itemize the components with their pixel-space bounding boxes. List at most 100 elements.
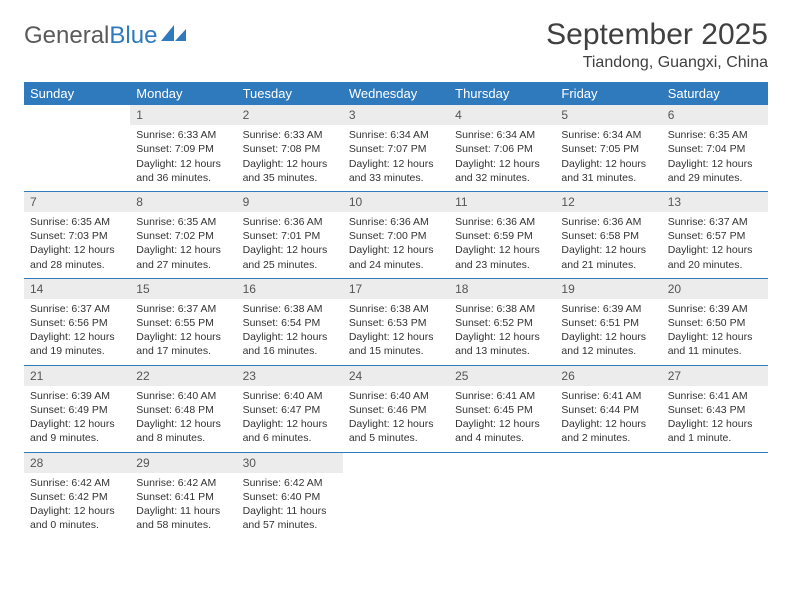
daylight-text: and 23 minutes.	[455, 258, 549, 272]
day-body: Sunrise: 6:38 AMSunset: 6:52 PMDaylight:…	[449, 299, 555, 365]
sunrise-text: Sunrise: 6:39 AM	[561, 302, 655, 316]
daylight-text: Daylight: 12 hours	[455, 243, 549, 257]
weeks-container: 1Sunrise: 6:33 AMSunset: 7:09 PMDaylight…	[24, 105, 768, 538]
calendar-day: 26Sunrise: 6:41 AMSunset: 6:44 PMDayligh…	[555, 366, 661, 452]
sunrise-text: Sunrise: 6:41 AM	[561, 389, 655, 403]
calendar-day: 23Sunrise: 6:40 AMSunset: 6:47 PMDayligh…	[237, 366, 343, 452]
daylight-text: Daylight: 12 hours	[30, 243, 124, 257]
weekday-label: Sunday	[24, 82, 130, 105]
daylight-text: Daylight: 12 hours	[136, 330, 230, 344]
calendar-day: 16Sunrise: 6:38 AMSunset: 6:54 PMDayligh…	[237, 279, 343, 365]
sunset-text: Sunset: 7:01 PM	[243, 229, 337, 243]
weekday-label: Wednesday	[343, 82, 449, 105]
sunrise-text: Sunrise: 6:36 AM	[243, 215, 337, 229]
calendar-day: 8Sunrise: 6:35 AMSunset: 7:02 PMDaylight…	[130, 192, 236, 278]
daylight-text: and 16 minutes.	[243, 344, 337, 358]
day-number: 3	[343, 105, 449, 125]
sunset-text: Sunset: 6:45 PM	[455, 403, 549, 417]
day-body: Sunrise: 6:35 AMSunset: 7:02 PMDaylight:…	[130, 212, 236, 278]
daylight-text: and 4 minutes.	[455, 431, 549, 445]
daylight-text: Daylight: 12 hours	[561, 157, 655, 171]
calendar-day: 19Sunrise: 6:39 AMSunset: 6:51 PMDayligh…	[555, 279, 661, 365]
sunset-text: Sunset: 6:53 PM	[349, 316, 443, 330]
daylight-text: Daylight: 12 hours	[243, 330, 337, 344]
calendar-day: 7Sunrise: 6:35 AMSunset: 7:03 PMDaylight…	[24, 192, 130, 278]
day-number: 8	[130, 192, 236, 212]
daylight-text: and 29 minutes.	[668, 171, 762, 185]
day-number: 10	[343, 192, 449, 212]
calendar: Sunday Monday Tuesday Wednesday Thursday…	[24, 82, 768, 538]
day-body: Sunrise: 6:34 AMSunset: 7:06 PMDaylight:…	[449, 125, 555, 191]
day-body: Sunrise: 6:34 AMSunset: 7:07 PMDaylight:…	[343, 125, 449, 191]
calendar-day: 10Sunrise: 6:36 AMSunset: 7:00 PMDayligh…	[343, 192, 449, 278]
day-number: 6	[662, 105, 768, 125]
daylight-text: and 12 minutes.	[561, 344, 655, 358]
calendar-day: 18Sunrise: 6:38 AMSunset: 6:52 PMDayligh…	[449, 279, 555, 365]
calendar-day: 21Sunrise: 6:39 AMSunset: 6:49 PMDayligh…	[24, 366, 130, 452]
sunrise-text: Sunrise: 6:40 AM	[243, 389, 337, 403]
daylight-text: and 2 minutes.	[561, 431, 655, 445]
weekday-label: Tuesday	[237, 82, 343, 105]
day-body: Sunrise: 6:39 AMSunset: 6:49 PMDaylight:…	[24, 386, 130, 452]
daylight-text: and 9 minutes.	[30, 431, 124, 445]
calendar-day: 3Sunrise: 6:34 AMSunset: 7:07 PMDaylight…	[343, 105, 449, 191]
day-number: 21	[24, 366, 130, 386]
day-number: 2	[237, 105, 343, 125]
weekday-label: Saturday	[662, 82, 768, 105]
daylight-text: Daylight: 12 hours	[561, 417, 655, 431]
sunrise-text: Sunrise: 6:37 AM	[668, 215, 762, 229]
day-number: 29	[130, 453, 236, 473]
daylight-text: Daylight: 12 hours	[668, 243, 762, 257]
daylight-text: and 11 minutes.	[668, 344, 762, 358]
logo: GeneralBlue	[24, 18, 187, 50]
calendar-day: 27Sunrise: 6:41 AMSunset: 6:43 PMDayligh…	[662, 366, 768, 452]
week-row: 14Sunrise: 6:37 AMSunset: 6:56 PMDayligh…	[24, 279, 768, 366]
calendar-day: 2Sunrise: 6:33 AMSunset: 7:08 PMDaylight…	[237, 105, 343, 191]
daylight-text: and 28 minutes.	[30, 258, 124, 272]
day-body: Sunrise: 6:40 AMSunset: 6:48 PMDaylight:…	[130, 386, 236, 452]
calendar-day	[555, 453, 661, 539]
daylight-text: and 0 minutes.	[30, 518, 124, 532]
day-body: Sunrise: 6:41 AMSunset: 6:44 PMDaylight:…	[555, 386, 661, 452]
sunset-text: Sunset: 6:57 PM	[668, 229, 762, 243]
sunset-text: Sunset: 7:04 PM	[668, 142, 762, 156]
calendar-day: 13Sunrise: 6:37 AMSunset: 6:57 PMDayligh…	[662, 192, 768, 278]
sunrise-text: Sunrise: 6:33 AM	[243, 128, 337, 142]
week-row: 7Sunrise: 6:35 AMSunset: 7:03 PMDaylight…	[24, 192, 768, 279]
sunrise-text: Sunrise: 6:38 AM	[455, 302, 549, 316]
day-body: Sunrise: 6:39 AMSunset: 6:51 PMDaylight:…	[555, 299, 661, 365]
sunset-text: Sunset: 7:02 PM	[136, 229, 230, 243]
daylight-text: and 1 minute.	[668, 431, 762, 445]
day-body: Sunrise: 6:42 AMSunset: 6:40 PMDaylight:…	[237, 473, 343, 539]
daylight-text: Daylight: 11 hours	[243, 504, 337, 518]
sunset-text: Sunset: 6:48 PM	[136, 403, 230, 417]
sunset-text: Sunset: 7:06 PM	[455, 142, 549, 156]
day-body: Sunrise: 6:33 AMSunset: 7:08 PMDaylight:…	[237, 125, 343, 191]
day-number: 12	[555, 192, 661, 212]
daylight-text: Daylight: 12 hours	[30, 417, 124, 431]
daylight-text: Daylight: 12 hours	[243, 243, 337, 257]
sunrise-text: Sunrise: 6:36 AM	[349, 215, 443, 229]
calendar-day	[24, 105, 130, 191]
sunrise-text: Sunrise: 6:38 AM	[349, 302, 443, 316]
daylight-text: Daylight: 12 hours	[455, 157, 549, 171]
daylight-text: Daylight: 12 hours	[349, 243, 443, 257]
sunset-text: Sunset: 6:55 PM	[136, 316, 230, 330]
sunset-text: Sunset: 6:40 PM	[243, 490, 337, 504]
header-row: GeneralBlue September 2025 Tiandong, Gua…	[24, 18, 768, 72]
sunset-text: Sunset: 7:09 PM	[136, 142, 230, 156]
month-title: September 2025	[546, 18, 768, 52]
weekday-label: Monday	[130, 82, 236, 105]
daylight-text: Daylight: 12 hours	[455, 330, 549, 344]
day-body: Sunrise: 6:36 AMSunset: 6:59 PMDaylight:…	[449, 212, 555, 278]
day-number: 7	[24, 192, 130, 212]
day-number: 4	[449, 105, 555, 125]
daylight-text: and 32 minutes.	[455, 171, 549, 185]
day-body: Sunrise: 6:33 AMSunset: 7:09 PMDaylight:…	[130, 125, 236, 191]
sunrise-text: Sunrise: 6:36 AM	[561, 215, 655, 229]
daylight-text: and 15 minutes.	[349, 344, 443, 358]
daylight-text: and 13 minutes.	[455, 344, 549, 358]
day-body: Sunrise: 6:41 AMSunset: 6:43 PMDaylight:…	[662, 386, 768, 452]
daylight-text: Daylight: 12 hours	[30, 504, 124, 518]
day-body: Sunrise: 6:35 AMSunset: 7:04 PMDaylight:…	[662, 125, 768, 191]
